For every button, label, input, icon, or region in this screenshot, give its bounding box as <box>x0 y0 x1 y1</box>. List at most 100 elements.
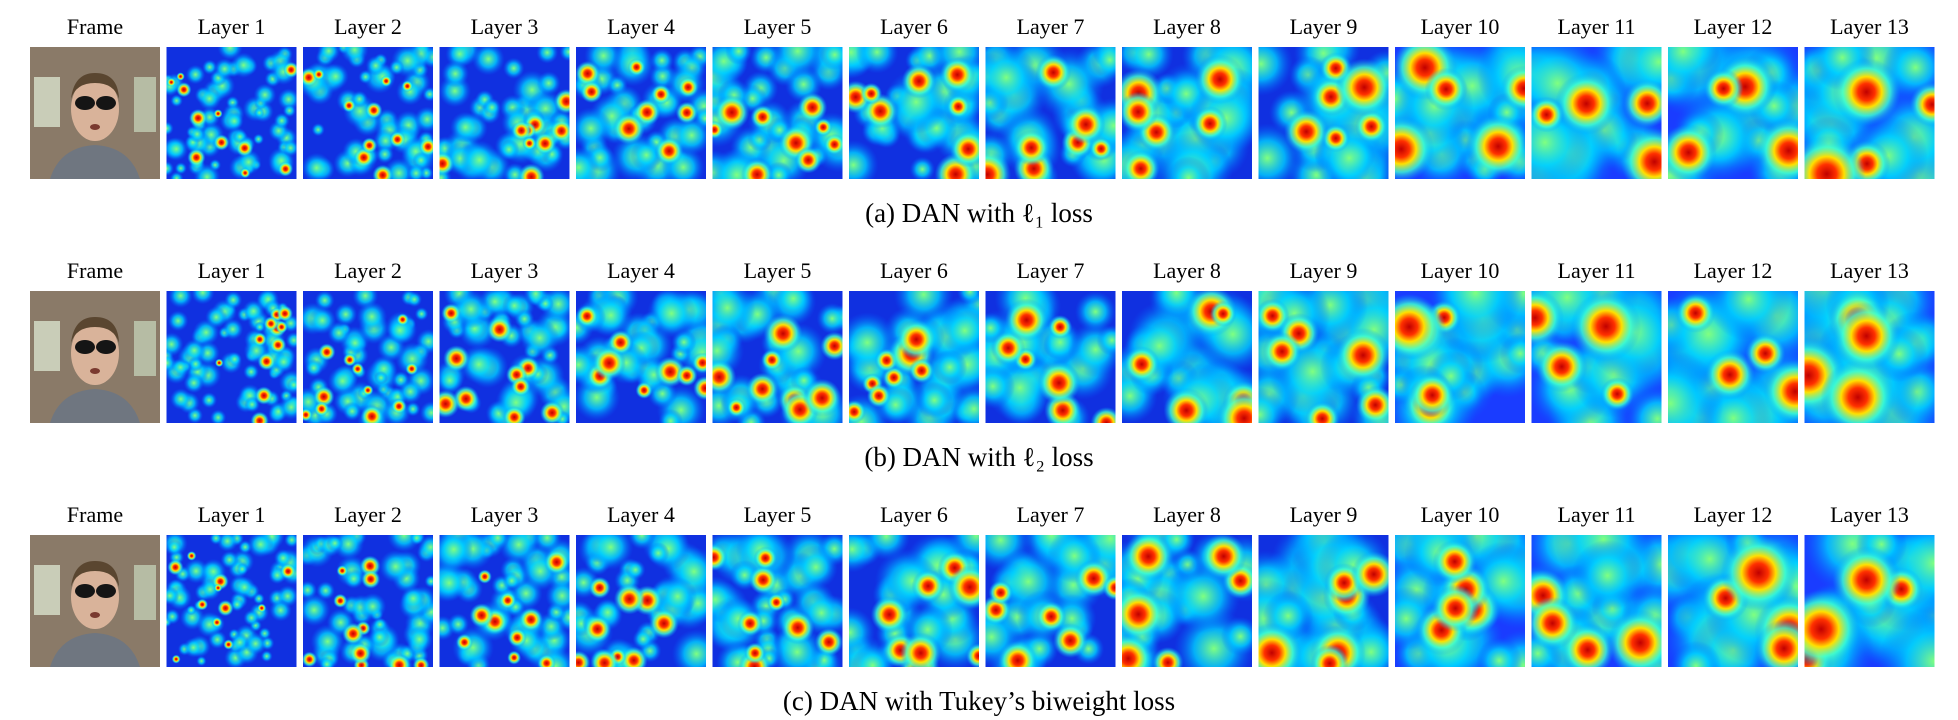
activation-blob <box>1167 156 1211 179</box>
heatmap-image <box>1122 47 1252 179</box>
column-label: Layer 11 <box>1558 258 1636 283</box>
activation-blob <box>188 125 206 143</box>
sub-caption: (c) DAN with Tukey’s biweight loss <box>783 686 1175 716</box>
activation-peak <box>588 576 611 599</box>
activation-peak <box>654 136 684 166</box>
activation-peak <box>1570 291 1642 362</box>
activation-blob <box>536 47 559 64</box>
activation-peak <box>1122 149 1160 179</box>
activation-blob <box>278 394 297 420</box>
activation-blob <box>439 535 474 569</box>
activation-blob <box>658 408 683 423</box>
activation-blob <box>273 548 293 568</box>
activation-blob <box>166 539 183 556</box>
activation-blob <box>414 106 433 133</box>
activation-peak <box>396 313 409 326</box>
activation-peak <box>1195 54 1246 105</box>
column-label: Layer 12 <box>1694 502 1773 527</box>
window <box>134 77 156 132</box>
activation-peak <box>1053 623 1088 658</box>
activation-blob <box>166 608 181 625</box>
activation-peak <box>1013 129 1050 166</box>
activation-blob <box>166 586 180 606</box>
activation-peak <box>1321 124 1350 153</box>
column-label: Frame <box>67 502 123 527</box>
activation-peak <box>613 583 645 615</box>
column-label: Frame <box>67 14 123 39</box>
column-label: Layer 6 <box>880 502 948 527</box>
activation-blob <box>224 291 243 309</box>
heatmap-image <box>1531 291 1662 423</box>
activation-peak <box>1354 110 1388 143</box>
activation-blob <box>247 535 274 558</box>
activation-peak <box>269 336 287 354</box>
activation-blob <box>190 291 215 305</box>
activation-blob <box>303 152 332 179</box>
activation-blob <box>498 139 520 160</box>
activation-peak <box>176 82 192 98</box>
column-label: Layer 6 <box>880 258 948 283</box>
activation-peak <box>1163 387 1210 423</box>
activation-peak <box>214 358 224 368</box>
column-label: Layer 6 <box>880 14 948 39</box>
activation-peak <box>911 569 945 603</box>
activation-blob <box>272 350 295 373</box>
activation-blob <box>950 385 979 423</box>
activation-blob <box>1625 386 1662 423</box>
activation-peak <box>1832 58 1901 126</box>
activation-peak <box>1102 574 1116 601</box>
activation-peak <box>794 146 822 174</box>
activation-peak <box>318 343 336 361</box>
activation-blob <box>365 55 386 76</box>
activation-peak <box>401 80 414 92</box>
activation-peak <box>939 57 976 93</box>
column-label: Layer 7 <box>1017 502 1085 527</box>
activation-peak <box>314 401 330 417</box>
column-label: Layer 3 <box>471 502 539 527</box>
activation-peak <box>196 598 209 611</box>
shirt <box>50 145 140 179</box>
activation-peak <box>1703 68 1744 109</box>
activation-blob <box>222 318 244 340</box>
glasses <box>75 96 95 110</box>
activation-peak <box>580 80 603 104</box>
activation-blob <box>317 47 341 63</box>
activation-blob <box>419 401 433 423</box>
activation-blob <box>370 627 390 647</box>
activation-blob <box>388 59 405 76</box>
heatmap-image <box>1395 291 1525 423</box>
activation-peak <box>1152 647 1184 667</box>
activation-blob <box>439 564 468 602</box>
activation-peak <box>263 316 279 332</box>
column-label: Layer 13 <box>1830 14 1909 39</box>
activation-peak <box>439 389 460 418</box>
heatmap-image <box>1668 291 1798 423</box>
activation-blob <box>1571 539 1644 612</box>
activation-blob <box>166 332 184 357</box>
activation-blob <box>284 535 297 548</box>
heatmap-image <box>712 47 843 179</box>
activation-blob <box>627 535 657 550</box>
activation-peak <box>342 622 365 645</box>
heatmap-image <box>439 291 570 423</box>
heatmap-image <box>1804 47 1935 179</box>
activation-blob <box>326 535 344 552</box>
activation-blob <box>939 305 979 356</box>
activation-peak <box>1704 349 1755 400</box>
activation-peak <box>372 164 394 179</box>
activation-peak <box>814 118 833 137</box>
activation-blob <box>327 366 358 396</box>
activation-peak <box>362 384 374 396</box>
activation-blob <box>303 593 331 627</box>
activation-peak <box>849 400 866 423</box>
activation-peak <box>1123 535 1174 582</box>
activation-peak <box>1258 622 1302 667</box>
activation-peak <box>1607 609 1662 667</box>
activation-blob <box>171 357 190 377</box>
activation-blob <box>459 140 500 179</box>
activation-peak <box>1037 361 1081 405</box>
activation-peak <box>740 158 774 179</box>
column-label: Layer 1 <box>198 14 266 39</box>
activation-peak <box>860 82 883 105</box>
activation-blob <box>449 111 482 143</box>
